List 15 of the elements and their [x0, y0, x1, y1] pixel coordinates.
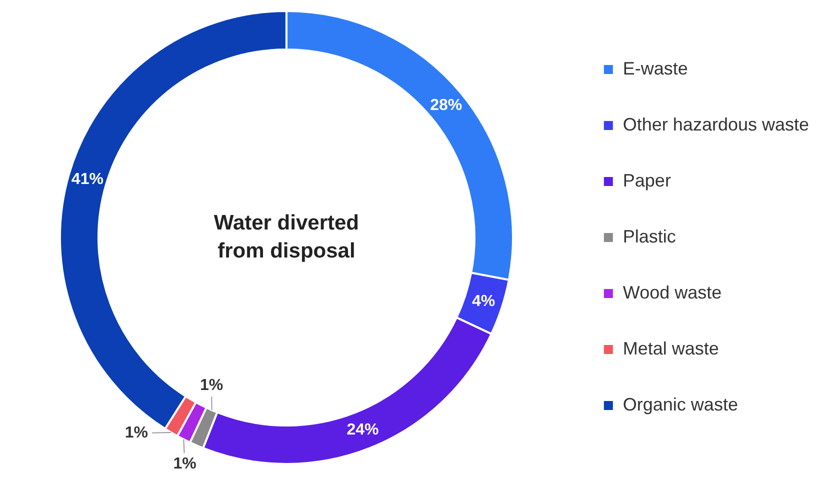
data-label: 4% [472, 292, 496, 310]
data-label: 1% [124, 424, 148, 442]
legend-label: Plastic [622, 226, 676, 246]
data-label: 1% [173, 456, 196, 473]
legend-label: Other hazardous waste [622, 114, 810, 134]
text: Water diverted from disposal [214, 211, 359, 262]
legend-label: Organic waste [622, 394, 738, 414]
legend-label: Paper [622, 170, 671, 190]
legend-label: E-waste [622, 58, 688, 78]
data-label: 41% [71, 171, 104, 188]
data-label: 24% [346, 422, 379, 439]
data-label: 28% [430, 96, 462, 114]
legend-label: Wood waste [622, 282, 722, 302]
legend-label: Metal waste [622, 338, 719, 358]
data-label: 1% [200, 377, 224, 394]
